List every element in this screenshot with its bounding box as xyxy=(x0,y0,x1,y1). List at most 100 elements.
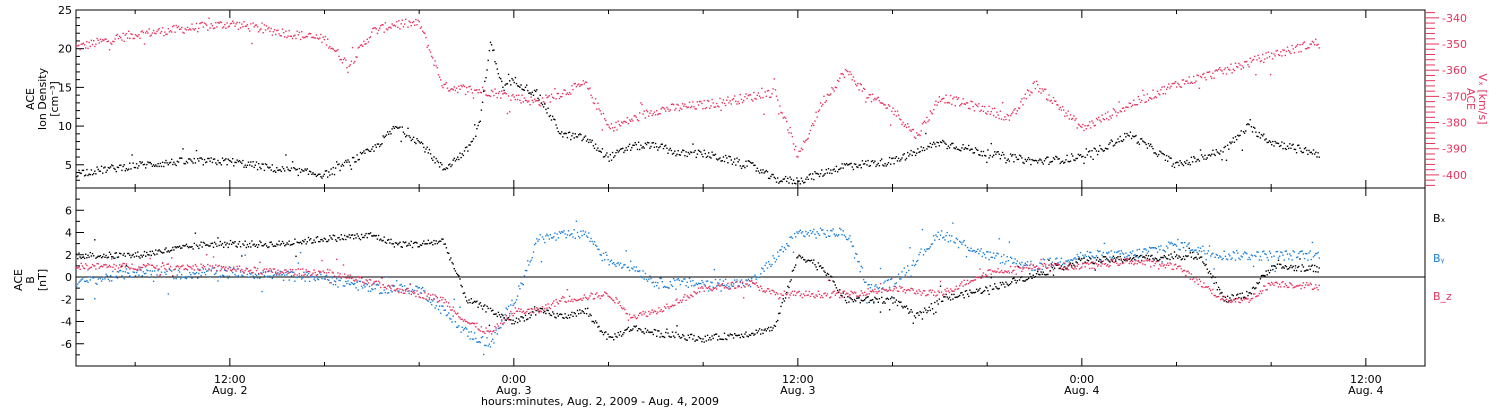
data-point xyxy=(1095,259,1098,261)
data-point xyxy=(1101,254,1103,256)
data-point xyxy=(1300,270,1302,272)
data-point xyxy=(415,18,417,21)
data-point xyxy=(1016,260,1018,262)
data-point xyxy=(467,302,469,304)
data-point xyxy=(106,266,108,269)
data-point xyxy=(367,290,370,292)
data-point xyxy=(377,143,380,145)
data-point xyxy=(1142,140,1144,142)
data-point xyxy=(1283,267,1285,269)
data-point xyxy=(641,147,643,149)
data-point xyxy=(891,110,893,113)
data-point xyxy=(799,229,801,231)
data-point xyxy=(157,250,159,252)
data-point xyxy=(431,55,433,58)
data-point xyxy=(195,265,198,268)
data-point xyxy=(171,257,173,259)
data-point xyxy=(839,77,841,79)
data-point xyxy=(584,81,587,83)
data-point xyxy=(238,240,241,243)
data-point xyxy=(784,297,787,299)
data-point xyxy=(460,156,462,159)
data-point xyxy=(112,256,114,258)
data-point xyxy=(115,252,117,254)
data-point xyxy=(614,155,616,157)
data-point xyxy=(972,105,974,108)
data-point xyxy=(511,323,513,325)
data-point xyxy=(1180,86,1182,88)
data-point xyxy=(1236,249,1238,252)
data-point xyxy=(718,158,720,160)
data-point xyxy=(103,167,105,169)
data-point xyxy=(368,233,371,235)
data-point xyxy=(541,236,544,238)
data-point xyxy=(497,311,500,314)
data-point xyxy=(271,277,273,280)
data-point xyxy=(220,265,223,268)
data-point xyxy=(440,312,442,314)
data-point xyxy=(521,94,523,96)
data-point xyxy=(278,33,280,35)
data-point xyxy=(855,163,857,166)
data-point xyxy=(934,104,936,106)
data-point xyxy=(830,275,832,277)
data-point xyxy=(565,316,567,318)
data-point xyxy=(385,288,388,290)
data-point xyxy=(834,170,836,172)
data-point xyxy=(1265,138,1267,140)
data-point xyxy=(946,296,948,298)
data-point xyxy=(140,31,142,33)
data-point xyxy=(583,233,585,235)
data-point xyxy=(853,257,856,259)
data-point xyxy=(281,166,284,168)
data-point xyxy=(602,112,605,115)
data-point xyxy=(712,337,714,340)
data-point xyxy=(1135,104,1137,106)
data-point xyxy=(438,299,441,302)
y-tick-label: 4 xyxy=(65,227,72,240)
data-point xyxy=(506,317,509,319)
data-point xyxy=(824,233,826,236)
data-point xyxy=(578,134,580,136)
data-point xyxy=(76,176,78,178)
data-point xyxy=(943,97,945,100)
data-point xyxy=(237,243,240,245)
data-point xyxy=(1074,257,1076,259)
data-point xyxy=(1302,151,1305,154)
data-point xyxy=(147,270,149,272)
data-point xyxy=(1143,248,1145,250)
data-point xyxy=(351,156,354,159)
data-point xyxy=(663,108,666,110)
data-point xyxy=(591,139,593,142)
data-point xyxy=(124,34,126,36)
data-point xyxy=(1146,257,1149,260)
data-point xyxy=(962,294,964,296)
data-point xyxy=(1120,250,1122,252)
data-point xyxy=(348,65,350,67)
data-point xyxy=(1222,257,1224,260)
data-point xyxy=(259,240,261,242)
data-point xyxy=(1012,278,1014,280)
data-point xyxy=(694,108,696,110)
data-point xyxy=(81,256,84,259)
data-point xyxy=(574,133,576,135)
data-point xyxy=(208,17,210,19)
data-point xyxy=(1108,143,1110,146)
data-point xyxy=(470,298,472,300)
data-point xyxy=(567,314,570,316)
data-point xyxy=(325,170,328,172)
data-point xyxy=(331,47,333,50)
data-point xyxy=(709,285,711,288)
data-point xyxy=(608,160,610,162)
data-point xyxy=(734,95,736,97)
data-point xyxy=(749,286,752,288)
data-point xyxy=(1020,263,1022,266)
data-point xyxy=(459,88,461,90)
data-point xyxy=(392,125,394,128)
data-point xyxy=(347,274,349,277)
data-point xyxy=(262,269,264,272)
data-point xyxy=(448,164,450,166)
data-point xyxy=(916,260,918,263)
data-point xyxy=(651,114,653,117)
data-point xyxy=(1147,99,1150,101)
